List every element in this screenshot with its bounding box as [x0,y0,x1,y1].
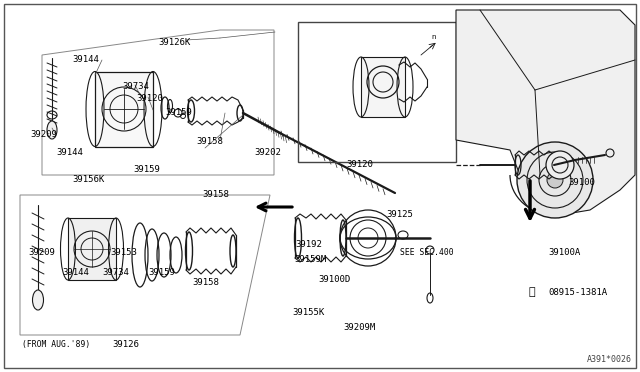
Text: 39158: 39158 [196,137,223,146]
Text: (FROM AUG.'89): (FROM AUG.'89) [22,340,90,349]
Circle shape [517,142,593,218]
Text: 39144: 39144 [62,268,89,277]
Text: 39120: 39120 [346,160,373,169]
Text: 39734: 39734 [102,268,129,277]
Circle shape [606,149,614,157]
Bar [95,72,153,147]
Text: n: n [431,34,435,40]
Circle shape [546,151,574,179]
Circle shape [547,172,563,188]
Bar [68,218,116,280]
Text: 39153: 39153 [110,248,137,257]
Text: 39209: 39209 [30,130,57,139]
Text: 39144: 39144 [56,148,83,157]
Text: 39126K: 39126K [158,38,190,47]
Text: 39144: 39144 [72,55,99,64]
Text: ⓦ: ⓦ [529,287,535,297]
Bar [361,57,405,117]
Text: 39155K: 39155K [292,308,324,317]
Text: 39202: 39202 [254,148,281,157]
Ellipse shape [47,121,57,139]
Text: 39209M: 39209M [343,323,375,332]
Text: 39159: 39159 [165,108,192,117]
Text: 39100A: 39100A [548,248,580,257]
Text: 39734: 39734 [122,82,149,91]
Bar [298,22,456,162]
Text: 39125: 39125 [386,210,413,219]
Text: 39158: 39158 [202,190,229,199]
Text: 39158: 39158 [192,278,219,287]
Text: 39159: 39159 [148,268,175,277]
Text: 39100D: 39100D [318,275,350,284]
Text: SEE SEC.400: SEE SEC.400 [400,248,454,257]
Ellipse shape [33,290,44,310]
Text: 39159: 39159 [133,165,160,174]
Text: 39120: 39120 [136,94,163,103]
Text: 39159M: 39159M [294,255,326,264]
Text: 39100: 39100 [568,178,595,187]
Text: 39209: 39209 [28,248,55,257]
Polygon shape [456,10,635,215]
Text: 39156K: 39156K [72,175,104,184]
Text: A391*0026: A391*0026 [587,355,632,364]
Text: 08915-1381A: 08915-1381A [548,288,607,297]
Text: 39192: 39192 [295,240,322,249]
Text: 39126: 39126 [112,340,139,349]
